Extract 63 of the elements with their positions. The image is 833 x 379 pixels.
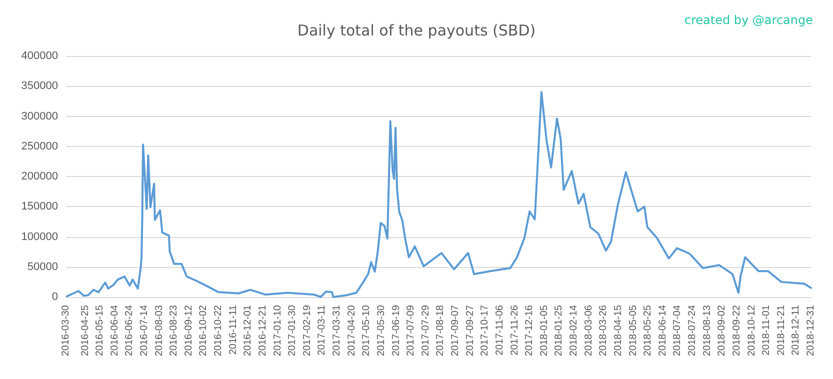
x-tick-label: 2016-06-24 <box>124 304 136 356</box>
x-tick-label: 2018-12-11 <box>790 304 802 356</box>
x-tick-label: 2016-05-15 <box>94 304 106 356</box>
x-tick-label: 2016-11-11 <box>228 304 239 355</box>
x-tick-label: 2018-04-15 <box>612 304 624 356</box>
x-tick-label: 2017-07-09 <box>406 304 417 356</box>
x-tick-label: 2016-10-02 <box>198 304 210 356</box>
x-tick-label: 2018-03-06 <box>583 304 594 356</box>
y-tick-label: 250000 <box>21 140 58 152</box>
x-tick-label: 2017-09-27 <box>464 304 476 356</box>
x-tick-label: 2018-11-21 <box>776 304 787 356</box>
x-tick-label: 2018-11-01 <box>761 304 772 356</box>
x-tick-label: 2018-05-25 <box>642 304 654 356</box>
y-tick-label: 350000 <box>21 80 58 92</box>
x-tick-label: 2018-12-31 <box>806 304 816 356</box>
x-tick-label: 2016-07-14 <box>139 304 150 356</box>
x-tick-label: 2017-11-26 <box>509 304 520 356</box>
x-tick-label: 2017-05-10 <box>361 304 372 356</box>
x-tick-label: 2016-08-23 <box>168 304 180 356</box>
y-tick-label: 100000 <box>21 230 58 243</box>
chart-title: Daily total of the payouts (SBD) <box>297 22 536 40</box>
y-tick-label: 300000 <box>21 110 58 122</box>
x-tick-label: 2018-02-14 <box>568 304 580 356</box>
x-tick-label: 2016-10-22 <box>213 304 224 356</box>
x-tick-label: 2016-12-01 <box>242 304 254 356</box>
x-tick-label: 2018-01-25 <box>554 304 565 356</box>
x-tick-label: 2018-07-24 <box>687 304 698 356</box>
x-tick-label: 2017-01-10 <box>272 304 284 356</box>
x-tick-label: 2018-05-05 <box>628 304 639 356</box>
x-tick-label: 2016-03-30 <box>60 304 72 356</box>
x-tick-label: 2017-04-20 <box>346 304 358 356</box>
x-tick-label: 2017-03-11 <box>316 304 328 356</box>
text: created by @arcange <box>684 13 814 27</box>
x-tick-label: 2018-03-26 <box>598 304 610 356</box>
x-tick-label: 2016-04-25 <box>80 304 91 356</box>
x-tick-label: 2017-08-18 <box>435 304 446 356</box>
y-tick-label: 50000 <box>27 260 58 273</box>
x-tick-label: 2017-07-29 <box>420 304 432 356</box>
x-tick-label: 2017-05-30 <box>376 304 387 356</box>
x-tick-label: 2016-09-12 <box>183 304 194 356</box>
x-tick-label: 2018-09-02 <box>716 304 728 356</box>
x-tick-label: 2017-09-07 <box>450 304 462 356</box>
x-tick-label: 2017-02-19 <box>302 304 313 356</box>
x-tick-label: 2018-08-13 <box>702 304 713 356</box>
y-tick-label: 200000 <box>21 170 58 182</box>
x-tick-label: 2017-03-31 <box>332 304 343 356</box>
x-tick-label: 2017-06-19 <box>390 304 402 356</box>
line-series <box>66 91 812 298</box>
x-tick-label: 2016-12-21 <box>257 304 268 356</box>
x-tick-label: 2018-01-05 <box>538 304 550 356</box>
x-tick-label: 2018-09-22 <box>731 304 742 356</box>
x-tick-label: 2017-12-16 <box>524 304 536 356</box>
y-tick-label: 150000 <box>21 200 58 213</box>
x-tick-label: 2016-08-03 <box>154 304 165 356</box>
x-tick-label: 2017-01-30 <box>287 304 298 356</box>
x-tick-label: 2018-10-12 <box>746 304 758 356</box>
y-tick-label: 400000 <box>21 50 58 62</box>
x-tick-label: 2018-06-14 <box>657 304 668 356</box>
x-tick-label: 2018-07-04 <box>672 304 684 356</box>
x-tick-label: 2016-06-04 <box>109 304 120 356</box>
y-tick-label: 0 <box>52 291 58 303</box>
x-tick-label: 2017-10-17 <box>480 304 491 356</box>
x-tick-label: 2017-11-06 <box>494 304 506 356</box>
